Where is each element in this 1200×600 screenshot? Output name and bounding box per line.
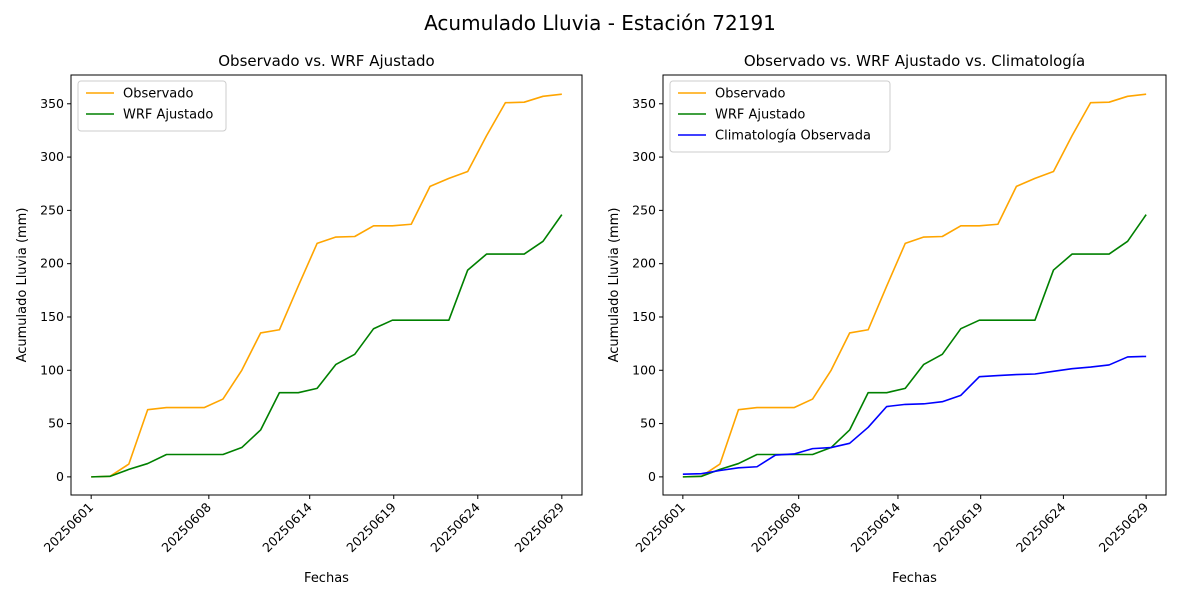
figure-suptitle: Acumulado Lluvia - Estación 72191 [424,11,776,35]
x-tick-label: 20250601 [632,500,688,556]
x-tick-label: 20250614 [259,499,315,555]
x-tick-label: 20250608 [748,499,804,555]
y-tick-label: 50 [640,416,656,431]
legend-entry: Observado [123,87,194,102]
y-tick-label: 250 [632,202,656,217]
series-line-climatolog-a-observada [682,355,1147,476]
y-tick-label: 300 [40,149,64,164]
y-tick-label: 100 [40,362,64,377]
series-line-observado [91,93,562,478]
y-tick-label: 150 [632,309,656,324]
y-tick-label: 350 [40,96,64,111]
axes-frame [70,74,583,496]
legend-entry: Climatología Observada [715,129,871,144]
x-tick-label: 20250614 [847,499,903,555]
y-tick-label: 200 [40,256,64,271]
chart-title: Observado vs. WRF Ajustado vs. Climatolo… [744,52,1085,70]
y-tick-label: 300 [632,149,656,164]
x-tick-label: 20250624 [427,499,483,555]
y-axis-label: Acumulado Lluvia (mm) [607,208,622,363]
chart-title: Observado vs. WRF Ajustado [218,52,434,70]
chart-panel-right: Observado vs. WRF Ajustado vs. Climatolo… [607,52,1167,586]
y-axis-label: Acumulado Lluvia (mm) [15,208,30,363]
y-tick-label: 200 [632,256,656,271]
y-tick-label: 100 [632,362,656,377]
y-tick-label: 50 [48,416,64,431]
x-tick-label: 20250629 [511,499,567,555]
x-tick-label: 20250601 [41,500,97,556]
series-line-wrf-ajustado [91,214,563,478]
y-tick-label: 150 [40,309,64,324]
legend-box [77,80,227,132]
y-tick-label: 350 [632,96,656,111]
series-line-wrf-ajustado [682,214,1147,478]
legend-entry: Observado [715,87,786,102]
x-tick-label: 20250619 [343,499,399,555]
y-tick-label: 0 [56,469,64,484]
x-tick-label: 20250608 [158,499,214,555]
chart-panel-left: Observado vs. WRF Ajustado 0 50 100 150 200 25… [15,52,583,586]
x-tick-label: 20250629 [1096,499,1152,555]
y-tick-label: 250 [40,202,64,217]
legend-box [669,80,891,153]
series-line-observado [682,93,1147,478]
x-tick-label: 20250619 [930,499,986,555]
x-axis-label: Fechas [304,571,349,586]
x-axis-label: Fechas [892,571,937,586]
x-tick-label: 20250624 [1013,499,1069,555]
axes-frame [662,74,1167,496]
y-tick-label: 0 [648,469,656,484]
legend-entry: WRF Ajustado [715,108,805,123]
legend-entry: WRF Ajustado [123,108,213,123]
